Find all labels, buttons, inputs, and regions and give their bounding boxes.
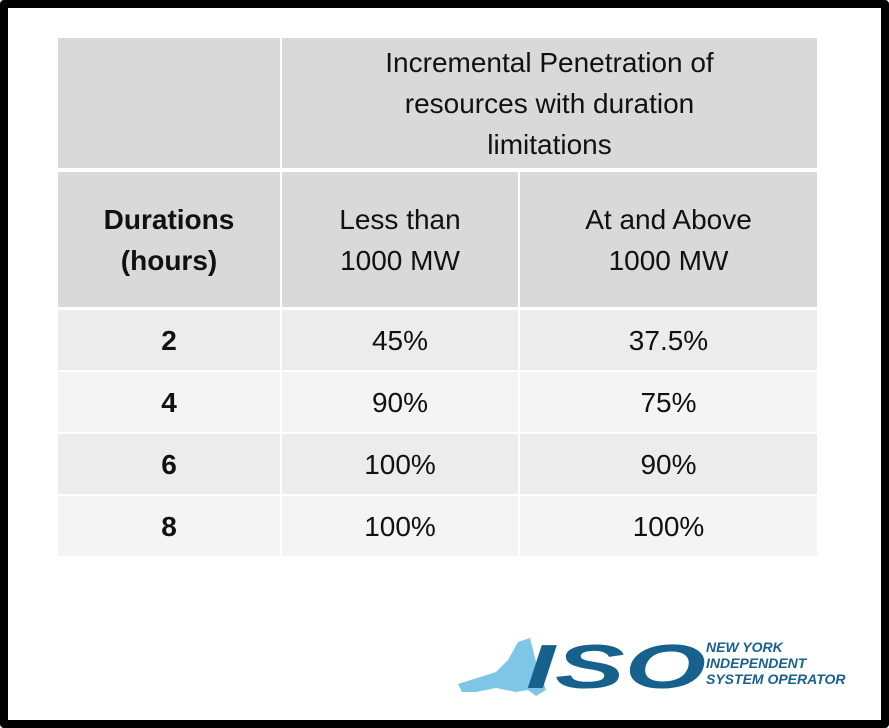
cell-text: 100% bbox=[632, 510, 705, 542]
cell-text: Incremental Penetration of bbox=[385, 46, 714, 78]
data-cell: 4 bbox=[58, 372, 280, 432]
state-shape bbox=[458, 638, 546, 696]
cell-text: 90% bbox=[640, 448, 697, 480]
cell-text: 6 bbox=[161, 448, 177, 480]
cell-text: 90% bbox=[371, 386, 429, 418]
data-cell: 100% bbox=[282, 434, 518, 494]
cell-text: 1000 MW bbox=[340, 244, 460, 276]
cell-text: (hours) bbox=[120, 244, 218, 276]
data-cell: 37.5% bbox=[520, 310, 817, 370]
data-cell: 45% bbox=[282, 310, 518, 370]
logo-text: INDEPENDENT bbox=[706, 655, 808, 671]
cell-text: 100% bbox=[364, 448, 436, 480]
data-cell: 8 bbox=[58, 496, 280, 556]
data-cell: 2 bbox=[58, 310, 280, 370]
logo-text: NEW YORK bbox=[706, 639, 784, 655]
title-cell: Incremental Penetration of resources with… bbox=[282, 38, 817, 168]
data-cell: 100% bbox=[520, 496, 817, 556]
cell-text: At and Above bbox=[585, 203, 752, 235]
cell-text: limitations bbox=[487, 128, 612, 160]
header-cell: At and Above 1000 MW bbox=[520, 172, 817, 307]
cell-text: 4 bbox=[161, 386, 177, 418]
logo-text: SYSTEM OPERATOR bbox=[706, 671, 846, 687]
cell-text: 75% bbox=[640, 386, 697, 418]
cell-text: Less than bbox=[339, 203, 461, 235]
data-cell: 90% bbox=[282, 372, 518, 432]
cell-text: 45% bbox=[371, 324, 429, 356]
logo: ISO NEW YORK INDEPENDENT SYSTEM OPERATOR bbox=[458, 633, 846, 702]
header-cell: Less than 1000 MW bbox=[282, 172, 518, 307]
data-cell: 75% bbox=[520, 372, 817, 432]
cell-text: 8 bbox=[161, 510, 177, 542]
cell-text: 37.5% bbox=[628, 324, 709, 356]
cell-text: resources with duration bbox=[404, 87, 695, 119]
cell-text: 1000 MW bbox=[608, 244, 729, 276]
header-cell bbox=[58, 38, 280, 168]
data-cell: 90% bbox=[520, 434, 817, 494]
cell-text: 100% bbox=[364, 510, 436, 542]
header-cell: Durations (hours) bbox=[58, 172, 280, 307]
cell-text: Durations bbox=[103, 203, 235, 235]
cell-text: 2 bbox=[161, 324, 177, 356]
logo-mark: ISO bbox=[526, 633, 706, 702]
data-cell: 100% bbox=[282, 496, 518, 556]
data-cell: 6 bbox=[58, 434, 280, 494]
